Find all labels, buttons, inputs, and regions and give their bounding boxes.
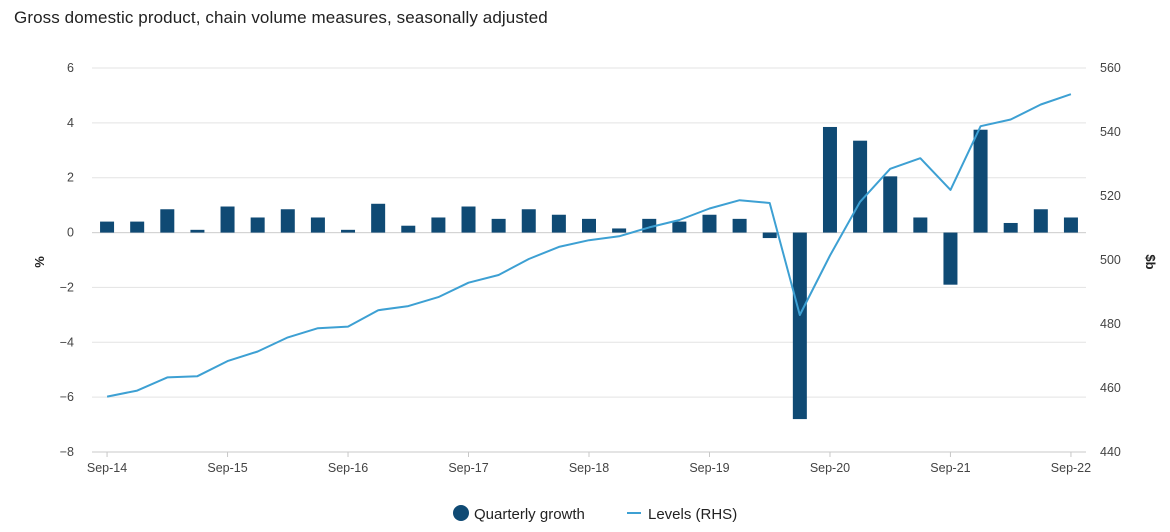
- levels-line: [106, 93, 1072, 398]
- legend: Quarterly growth Levels (RHS): [453, 505, 737, 523]
- legend-label-levels: Levels (RHS): [648, 506, 737, 523]
- bar-jun-17: [431, 217, 446, 233]
- legend-marker-bar: [453, 505, 469, 521]
- bar-dec-15: [250, 217, 265, 233]
- y-tick-label-left: 6: [67, 61, 74, 75]
- bar-sep-22: [1063, 217, 1078, 233]
- bar-sep-16: [341, 229, 356, 233]
- bar-sep-17: [461, 206, 476, 233]
- y-tick-label-right: 480: [1100, 317, 1121, 331]
- y-axis-left: 6 4 2 0 −2 −4 −6 −8: [60, 61, 74, 459]
- bar-sep-14: [100, 221, 115, 233]
- bar-jun-21: [913, 217, 928, 233]
- x-axis: Sep-14 Sep-15 Sep-16 Sep-17 Sep-18 Sep-19 Sep-…: [87, 452, 1091, 475]
- x-tick-label: Sep-18: [569, 461, 609, 475]
- y-tick-label-left: −4: [60, 335, 74, 349]
- x-tick-label: Sep-17: [448, 461, 488, 475]
- bar-mar-20: [762, 232, 777, 239]
- bar-dec-14: [130, 221, 145, 233]
- bar-jun-19: [672, 221, 687, 233]
- legend-label-quarterly-growth: Quarterly growth: [474, 506, 585, 523]
- x-tick-label: Sep-19: [689, 461, 729, 475]
- bar-dec-19: [732, 218, 747, 233]
- legend-item-levels[interactable]: Levels (RHS): [627, 506, 737, 523]
- y-axis-right-title: $b: [1143, 254, 1158, 269]
- bar-mar-15: [160, 209, 175, 233]
- y-tick-label-right: 540: [1100, 125, 1121, 139]
- bar-mar-21: [883, 176, 898, 233]
- bar-dec-16: [371, 203, 386, 233]
- x-tick-label: Sep-16: [328, 461, 368, 475]
- bar-sep-15: [220, 206, 235, 233]
- bar-mar-17: [401, 225, 416, 233]
- legend-item-quarterly-growth[interactable]: Quarterly growth: [453, 505, 585, 523]
- y-tick-label-left: −6: [60, 390, 74, 404]
- x-tick-label: Sep-22: [1051, 461, 1091, 475]
- bar-mar-22: [1003, 222, 1018, 233]
- bar-jun-22: [1033, 209, 1048, 233]
- bar-mar-16: [280, 209, 295, 233]
- y-tick-label-right: 520: [1100, 189, 1121, 203]
- bar-dec-20: [853, 140, 868, 233]
- bar-sep-18: [582, 218, 596, 233]
- y-tick-label-left: −8: [60, 445, 74, 459]
- bar-sep-19: [702, 214, 717, 233]
- bar-sep-20: [822, 126, 837, 233]
- x-tick-label: Sep-20: [810, 461, 850, 475]
- bar-dec-17: [491, 218, 506, 233]
- bar-jun-16: [310, 217, 325, 233]
- y-tick-label-right: 500: [1100, 253, 1121, 267]
- bar-jun-18: [551, 214, 566, 233]
- bar-series: [100, 126, 1078, 420]
- bar-mar-18: [521, 209, 536, 233]
- y-tick-label-left: 4: [67, 116, 74, 130]
- chart-title: Gross domestic product, chain volume mea…: [14, 8, 548, 27]
- x-tick-label: Sep-15: [207, 461, 247, 475]
- y-tick-label-right: 560: [1100, 61, 1121, 75]
- bar-sep-21: [943, 232, 958, 285]
- y-tick-label-left: 0: [67, 226, 74, 240]
- x-tick-label: Sep-14: [87, 461, 127, 475]
- x-tick-label: Sep-21: [930, 461, 970, 475]
- y-axis-left-title: %: [32, 256, 47, 268]
- y-tick-label-right: 440: [1100, 445, 1121, 459]
- line-series: [106, 93, 1072, 398]
- gridlines: [92, 67, 1086, 453]
- bar-jun-15: [190, 229, 205, 233]
- bar-jun-20: [792, 232, 807, 420]
- bar-dec-18: [612, 228, 627, 233]
- y-tick-label-left: −2: [60, 280, 74, 294]
- bar-dec-21: [973, 129, 988, 233]
- y-tick-label-right: 460: [1100, 381, 1121, 395]
- y-axis-right: 560 540 520 500 480 460 440: [1100, 61, 1121, 459]
- y-tick-label-left: 2: [67, 171, 74, 185]
